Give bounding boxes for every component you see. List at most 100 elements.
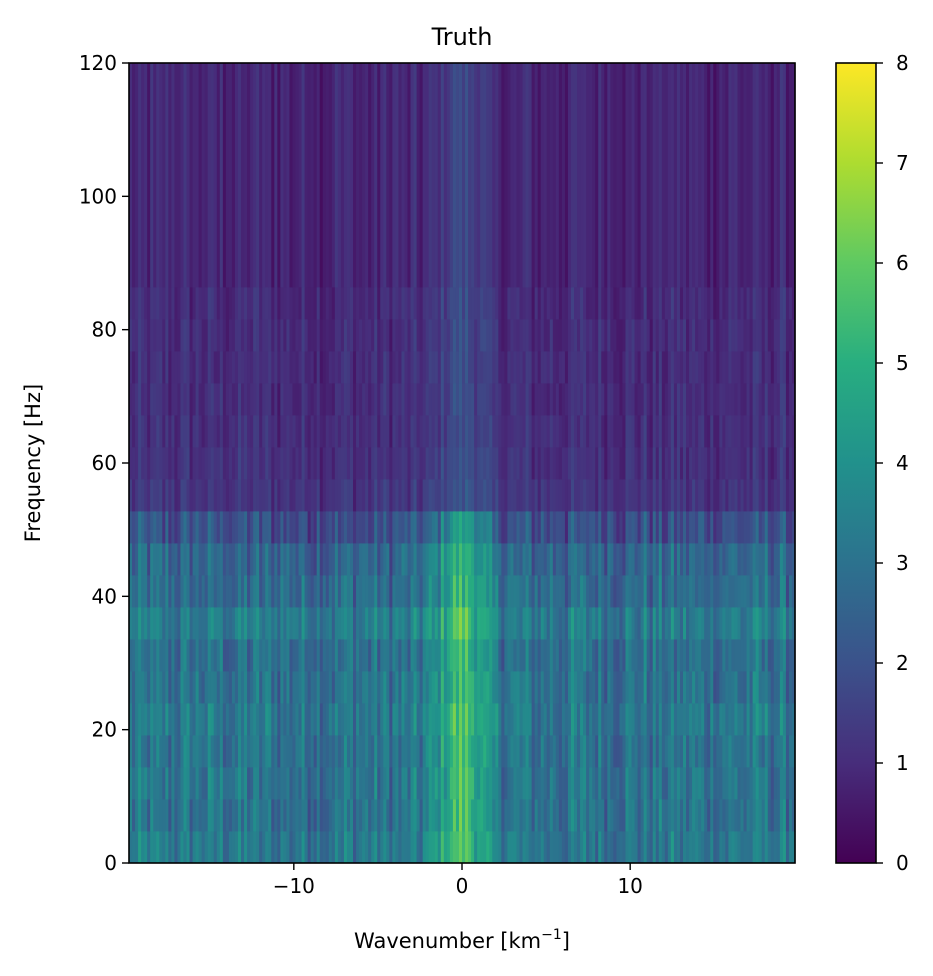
heatmap-cell bbox=[637, 639, 642, 672]
heatmap-cell bbox=[259, 447, 263, 480]
heatmap-cell bbox=[274, 383, 278, 416]
heatmap-cell bbox=[652, 607, 657, 640]
heatmap-cell bbox=[180, 479, 185, 512]
heatmap-cell bbox=[356, 351, 360, 384]
heatmap-cell bbox=[216, 831, 221, 864]
heatmap-cell bbox=[643, 415, 648, 448]
heatmap-cell bbox=[283, 575, 288, 608]
heatmap-cell bbox=[419, 383, 424, 416]
heatmap-cell bbox=[346, 287, 351, 320]
heatmap-cell bbox=[773, 543, 778, 576]
heatmap-cell bbox=[349, 703, 354, 736]
heatmap-cell bbox=[779, 287, 784, 320]
heatmap-cell bbox=[731, 831, 736, 864]
heatmap-cell bbox=[625, 799, 630, 832]
heatmap-cell bbox=[310, 479, 315, 512]
heatmap-cell bbox=[731, 607, 736, 640]
heatmap-cell bbox=[501, 415, 505, 448]
heatmap-cell bbox=[156, 415, 160, 448]
heatmap-cell bbox=[171, 639, 176, 672]
heatmap-cell bbox=[138, 543, 142, 576]
heatmap-cell bbox=[268, 447, 272, 480]
heatmap-cell bbox=[622, 415, 627, 448]
heatmap-cell bbox=[471, 831, 475, 864]
heatmap-cell bbox=[743, 575, 748, 608]
heatmap-cell bbox=[531, 479, 536, 512]
heatmap-cell bbox=[237, 415, 242, 448]
heatmap-cell bbox=[601, 287, 605, 320]
heatmap-cell bbox=[722, 447, 726, 480]
heatmap-cell bbox=[713, 703, 717, 736]
heatmap-cell bbox=[686, 735, 690, 768]
heatmap-cell bbox=[298, 479, 303, 512]
heatmap-cell bbox=[755, 703, 760, 736]
heatmap-cell bbox=[253, 671, 257, 704]
heatmap-cell bbox=[574, 511, 578, 544]
heatmap-cell bbox=[156, 639, 160, 672]
heatmap-cell bbox=[386, 703, 390, 736]
heatmap-cell bbox=[189, 639, 194, 672]
heatmap-cell bbox=[595, 415, 599, 448]
heatmap-cell bbox=[664, 703, 669, 736]
heatmap-cell bbox=[171, 799, 176, 832]
heatmap-cell bbox=[138, 575, 142, 608]
heatmap-cell bbox=[534, 415, 539, 448]
heatmap-cell bbox=[758, 703, 763, 736]
heatmap-cell bbox=[371, 479, 375, 512]
heatmap-cell bbox=[546, 831, 551, 864]
heatmap-cell bbox=[543, 543, 548, 576]
heatmap-cell bbox=[788, 479, 793, 512]
heatmap-cell bbox=[150, 799, 154, 832]
heatmap-cell bbox=[431, 799, 436, 832]
heatmap-cell bbox=[555, 63, 560, 288]
heatmap-cell bbox=[776, 831, 781, 864]
heatmap-cell bbox=[483, 511, 487, 544]
heatmap-cell bbox=[231, 703, 236, 736]
heatmap-cell bbox=[555, 607, 560, 640]
heatmap-cell bbox=[349, 543, 354, 576]
heatmap-cell bbox=[595, 767, 599, 800]
heatmap-cell bbox=[498, 767, 502, 800]
heatmap-cell bbox=[540, 447, 545, 480]
heatmap-cell bbox=[201, 63, 206, 288]
heatmap-cell bbox=[558, 287, 563, 320]
heatmap-cell bbox=[631, 799, 636, 832]
heatmap-cell bbox=[586, 383, 590, 416]
heatmap-cell bbox=[746, 351, 751, 384]
heatmap-cell bbox=[710, 543, 714, 576]
heatmap-cell bbox=[713, 767, 717, 800]
heatmap-cell bbox=[716, 415, 720, 448]
heatmap-cell bbox=[404, 479, 409, 512]
heatmap-cell bbox=[540, 543, 545, 576]
heatmap-cell bbox=[262, 767, 266, 800]
heatmap-cell bbox=[610, 639, 614, 672]
heatmap-cell bbox=[689, 319, 693, 352]
heatmap-cell bbox=[676, 319, 681, 352]
heatmap-cell bbox=[707, 767, 711, 800]
heatmap-cell bbox=[698, 63, 702, 288]
heatmap-cell bbox=[183, 671, 188, 704]
heatmap-cell bbox=[331, 447, 336, 480]
heatmap-cell bbox=[222, 767, 227, 800]
heatmap-cell bbox=[168, 703, 172, 736]
heatmap-cell bbox=[543, 639, 548, 672]
heatmap-cell bbox=[416, 543, 421, 576]
heatmap-cell bbox=[613, 607, 617, 640]
heatmap-cell bbox=[643, 479, 648, 512]
heatmap-cell bbox=[471, 287, 475, 320]
heatmap-cell bbox=[183, 799, 188, 832]
heatmap-cell bbox=[746, 607, 751, 640]
heatmap-cell bbox=[492, 639, 496, 672]
heatmap-cell bbox=[731, 735, 736, 768]
heatmap-cell bbox=[222, 511, 227, 544]
heatmap-cell bbox=[434, 63, 439, 288]
heatmap-cell bbox=[682, 607, 687, 640]
heatmap-cell bbox=[673, 735, 678, 768]
heatmap-cell bbox=[383, 543, 387, 576]
heatmap-cell bbox=[558, 735, 563, 768]
heatmap-cell bbox=[316, 447, 321, 480]
heatmap-cell bbox=[722, 383, 726, 416]
heatmap-cell bbox=[540, 607, 545, 640]
heatmap-cell bbox=[319, 799, 324, 832]
heatmap-cell bbox=[574, 415, 578, 448]
